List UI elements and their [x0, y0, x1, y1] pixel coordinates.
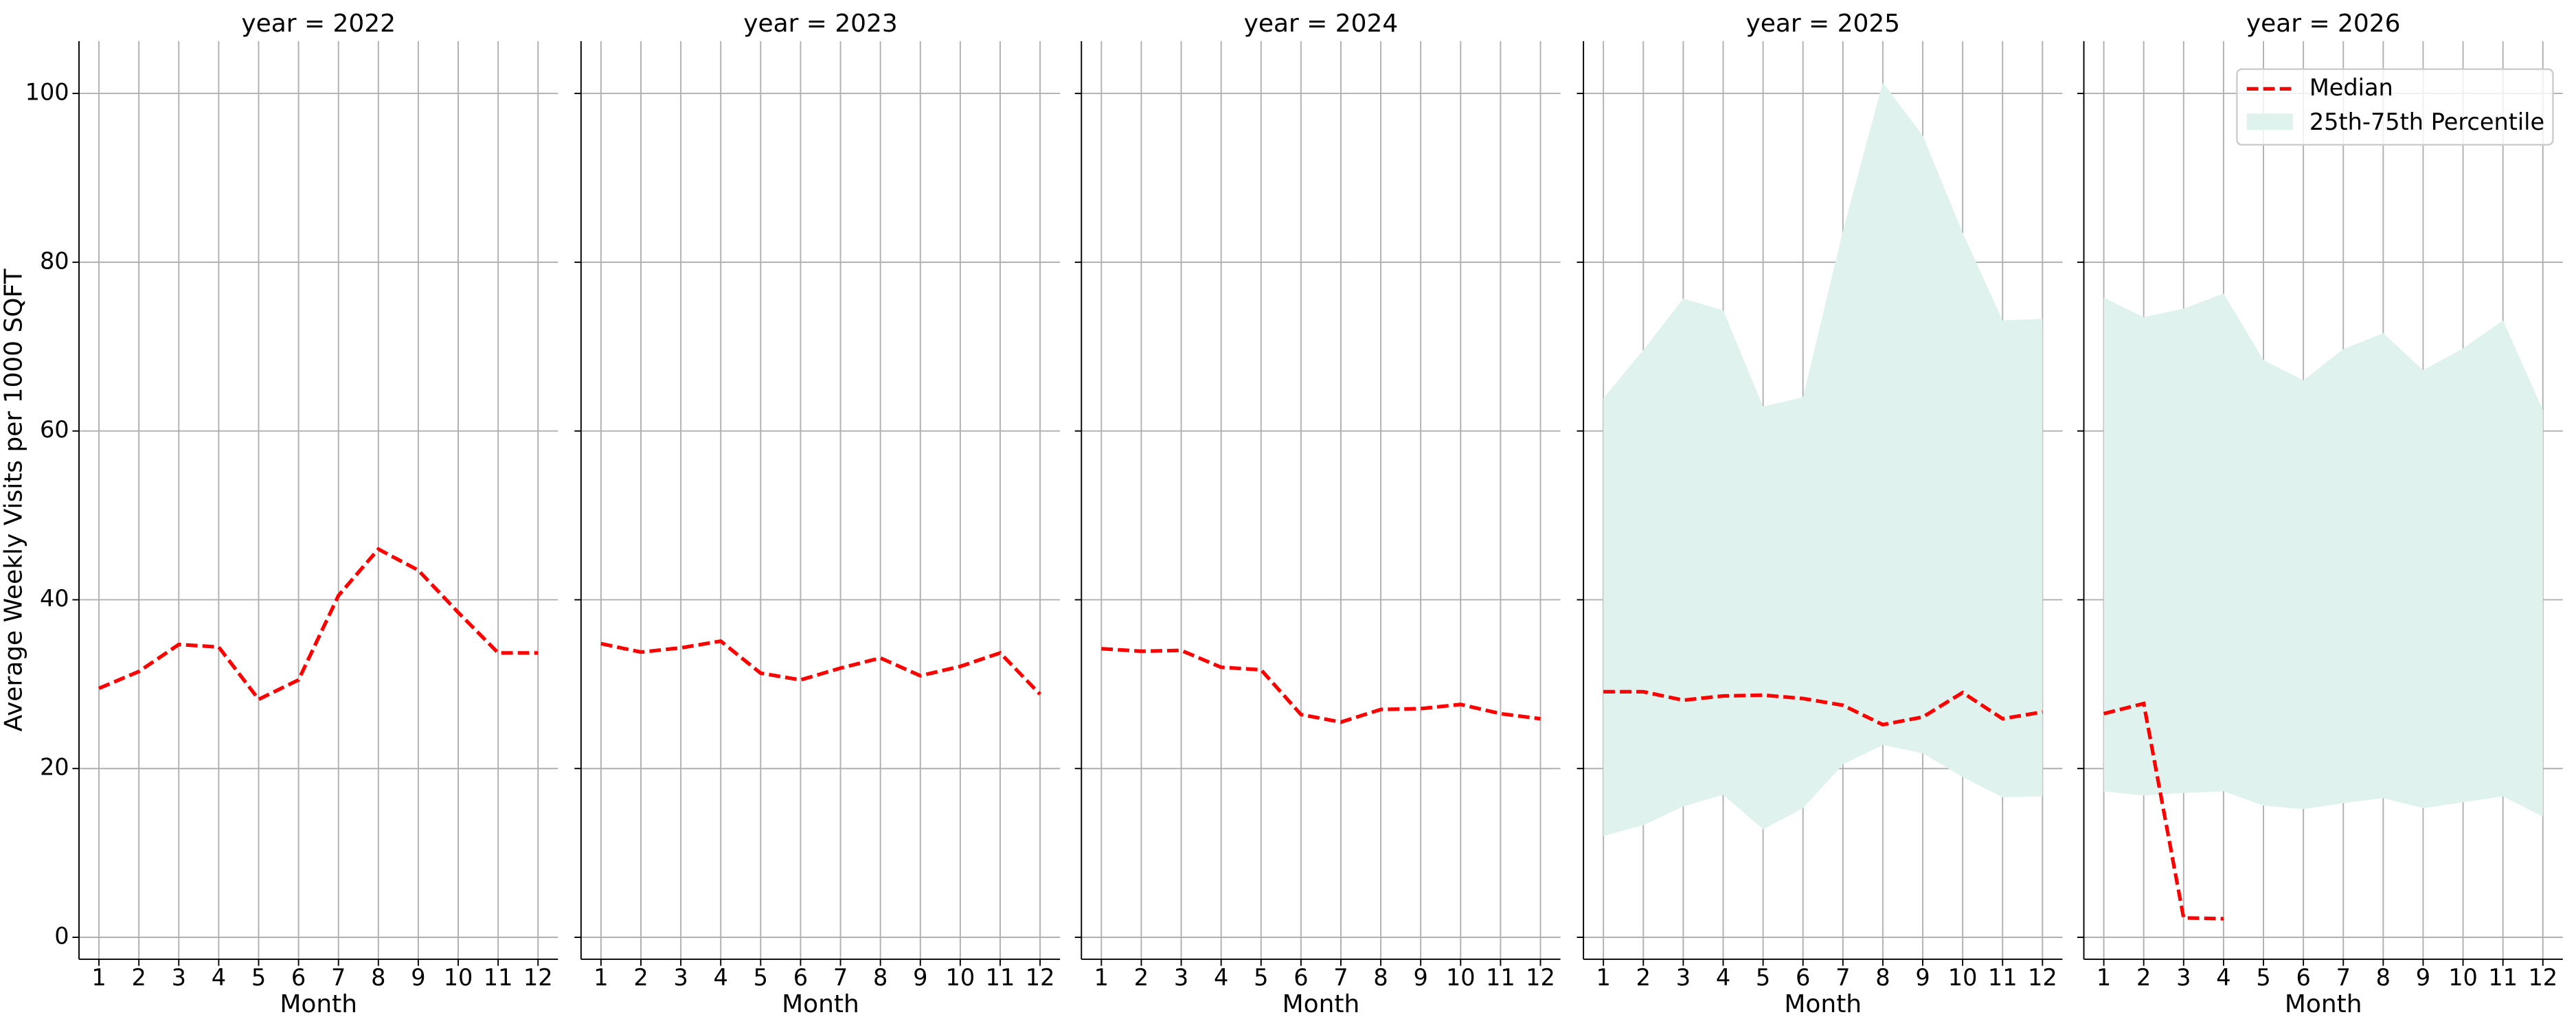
facet-title: year = 2023: [743, 10, 898, 38]
x-tick-label: 9: [913, 964, 927, 991]
x-tick-label: 3: [1676, 964, 1691, 991]
x-tick-label: 5: [1756, 964, 1770, 991]
x-tick-label: 6: [1293, 964, 1308, 991]
median-line: [98, 547, 539, 702]
x-axis-label: Month: [782, 990, 859, 1018]
x-tick-label: 10: [2448, 964, 2478, 991]
x-tick-label: 3: [673, 964, 688, 991]
x-tick-label: 2: [1636, 964, 1651, 991]
x-tick-label: 6: [793, 964, 808, 991]
x-tick-label: 11: [484, 964, 513, 991]
x-tick-label: 10: [946, 964, 975, 991]
x-tick-label: 6: [1796, 964, 1810, 991]
y-axis-label: Average Weekly Visits per 1000 SQFT: [0, 268, 28, 731]
x-tick-label: 7: [2336, 964, 2351, 991]
legend-swatch: [2246, 113, 2293, 130]
x-tick-label: 10: [1948, 964, 1978, 991]
x-tick-label: 8: [873, 964, 888, 991]
x-tick-label: 9: [1915, 964, 1930, 991]
x-tick-label: 12: [2528, 964, 2557, 991]
x-tick-label: 4: [1214, 964, 1228, 991]
facet-title: year = 2022: [241, 10, 396, 38]
percentile-band: [2103, 293, 2543, 817]
legend: Median 25th-75th Percentile: [2236, 68, 2554, 146]
x-tick-label: 4: [212, 964, 226, 991]
legend-label: Median: [2309, 74, 2393, 101]
facet-title: year = 2026: [2246, 10, 2401, 38]
median-line: [2103, 701, 2224, 921]
y-tick-label: 60: [40, 416, 69, 443]
y-tick-label: 80: [40, 247, 69, 274]
x-tick-label: 1: [594, 964, 608, 991]
x-tick-label: 1: [91, 964, 106, 991]
x-tick-label: 3: [1174, 964, 1188, 991]
facet-title: year = 2025: [1745, 10, 1900, 38]
x-tick-label: 9: [2416, 964, 2430, 991]
x-tick-label: 5: [2256, 964, 2270, 991]
y-tick-label: 40: [40, 585, 69, 612]
x-tick-label: 10: [1446, 964, 1476, 991]
x-tick-label: 12: [2028, 964, 2057, 991]
x-tick-label: 3: [172, 964, 186, 991]
x-tick-label: 5: [251, 964, 266, 991]
x-tick-label: 1: [1596, 964, 1610, 991]
x-tick-label: 9: [411, 964, 425, 991]
x-tick-label: 7: [1835, 964, 1850, 991]
x-tick-label: 9: [1414, 964, 1428, 991]
x-tick-label: 7: [1333, 964, 1348, 991]
x-axis-label: Month: [280, 990, 357, 1018]
x-tick-label: 12: [1026, 964, 1055, 991]
x-tick-label: 3: [2176, 964, 2191, 991]
x-tick-label: 4: [714, 964, 728, 991]
x-tick-label: 5: [1254, 964, 1268, 991]
x-tick-label: 4: [1716, 964, 1730, 991]
x-tick-label: 8: [1875, 964, 1890, 991]
x-tick-label: 1: [2097, 964, 2111, 991]
percentile-band: [1603, 82, 2043, 836]
x-tick-label: 10: [444, 964, 473, 991]
x-axis-label: Month: [1283, 990, 1360, 1018]
x-tick-label: 11: [2488, 964, 2518, 991]
y-tick-label: 100: [25, 79, 69, 106]
x-tick-label: 4: [2216, 964, 2230, 991]
x-tick-label: 12: [523, 964, 553, 991]
legend-box: [2236, 68, 2554, 146]
x-tick-label: 2: [633, 964, 648, 991]
y-tick-label: 20: [40, 754, 69, 781]
x-tick-label: 11: [1988, 964, 2018, 991]
x-tick-label: 7: [833, 964, 848, 991]
x-tick-label: 8: [1373, 964, 1388, 991]
median-line: [600, 639, 1041, 696]
x-tick-label: 11: [1486, 964, 1515, 991]
x-tick-label: 2: [132, 964, 146, 991]
median-line: [1603, 689, 2043, 727]
median-line: [1101, 647, 1541, 724]
y-tick-label: 0: [54, 923, 69, 950]
x-axis-label: Month: [1784, 990, 1862, 1018]
x-tick-label: 2: [1134, 964, 1149, 991]
x-tick-label: 8: [371, 964, 385, 991]
legend-label: 25th-75th Percentile: [2309, 108, 2544, 135]
x-tick-label: 5: [754, 964, 768, 991]
x-tick-label: 12: [1526, 964, 1555, 991]
x-tick-label: 6: [291, 964, 306, 991]
x-tick-label: 7: [331, 964, 346, 991]
x-tick-label: 2: [2136, 964, 2151, 991]
x-tick-label: 8: [2376, 964, 2391, 991]
x-tick-label: 1: [1094, 964, 1109, 991]
x-axis-label: Month: [2285, 990, 2362, 1018]
x-tick-label: 6: [2296, 964, 2310, 991]
facet-title: year = 2024: [1244, 10, 1399, 38]
x-tick-label: 11: [986, 964, 1015, 991]
